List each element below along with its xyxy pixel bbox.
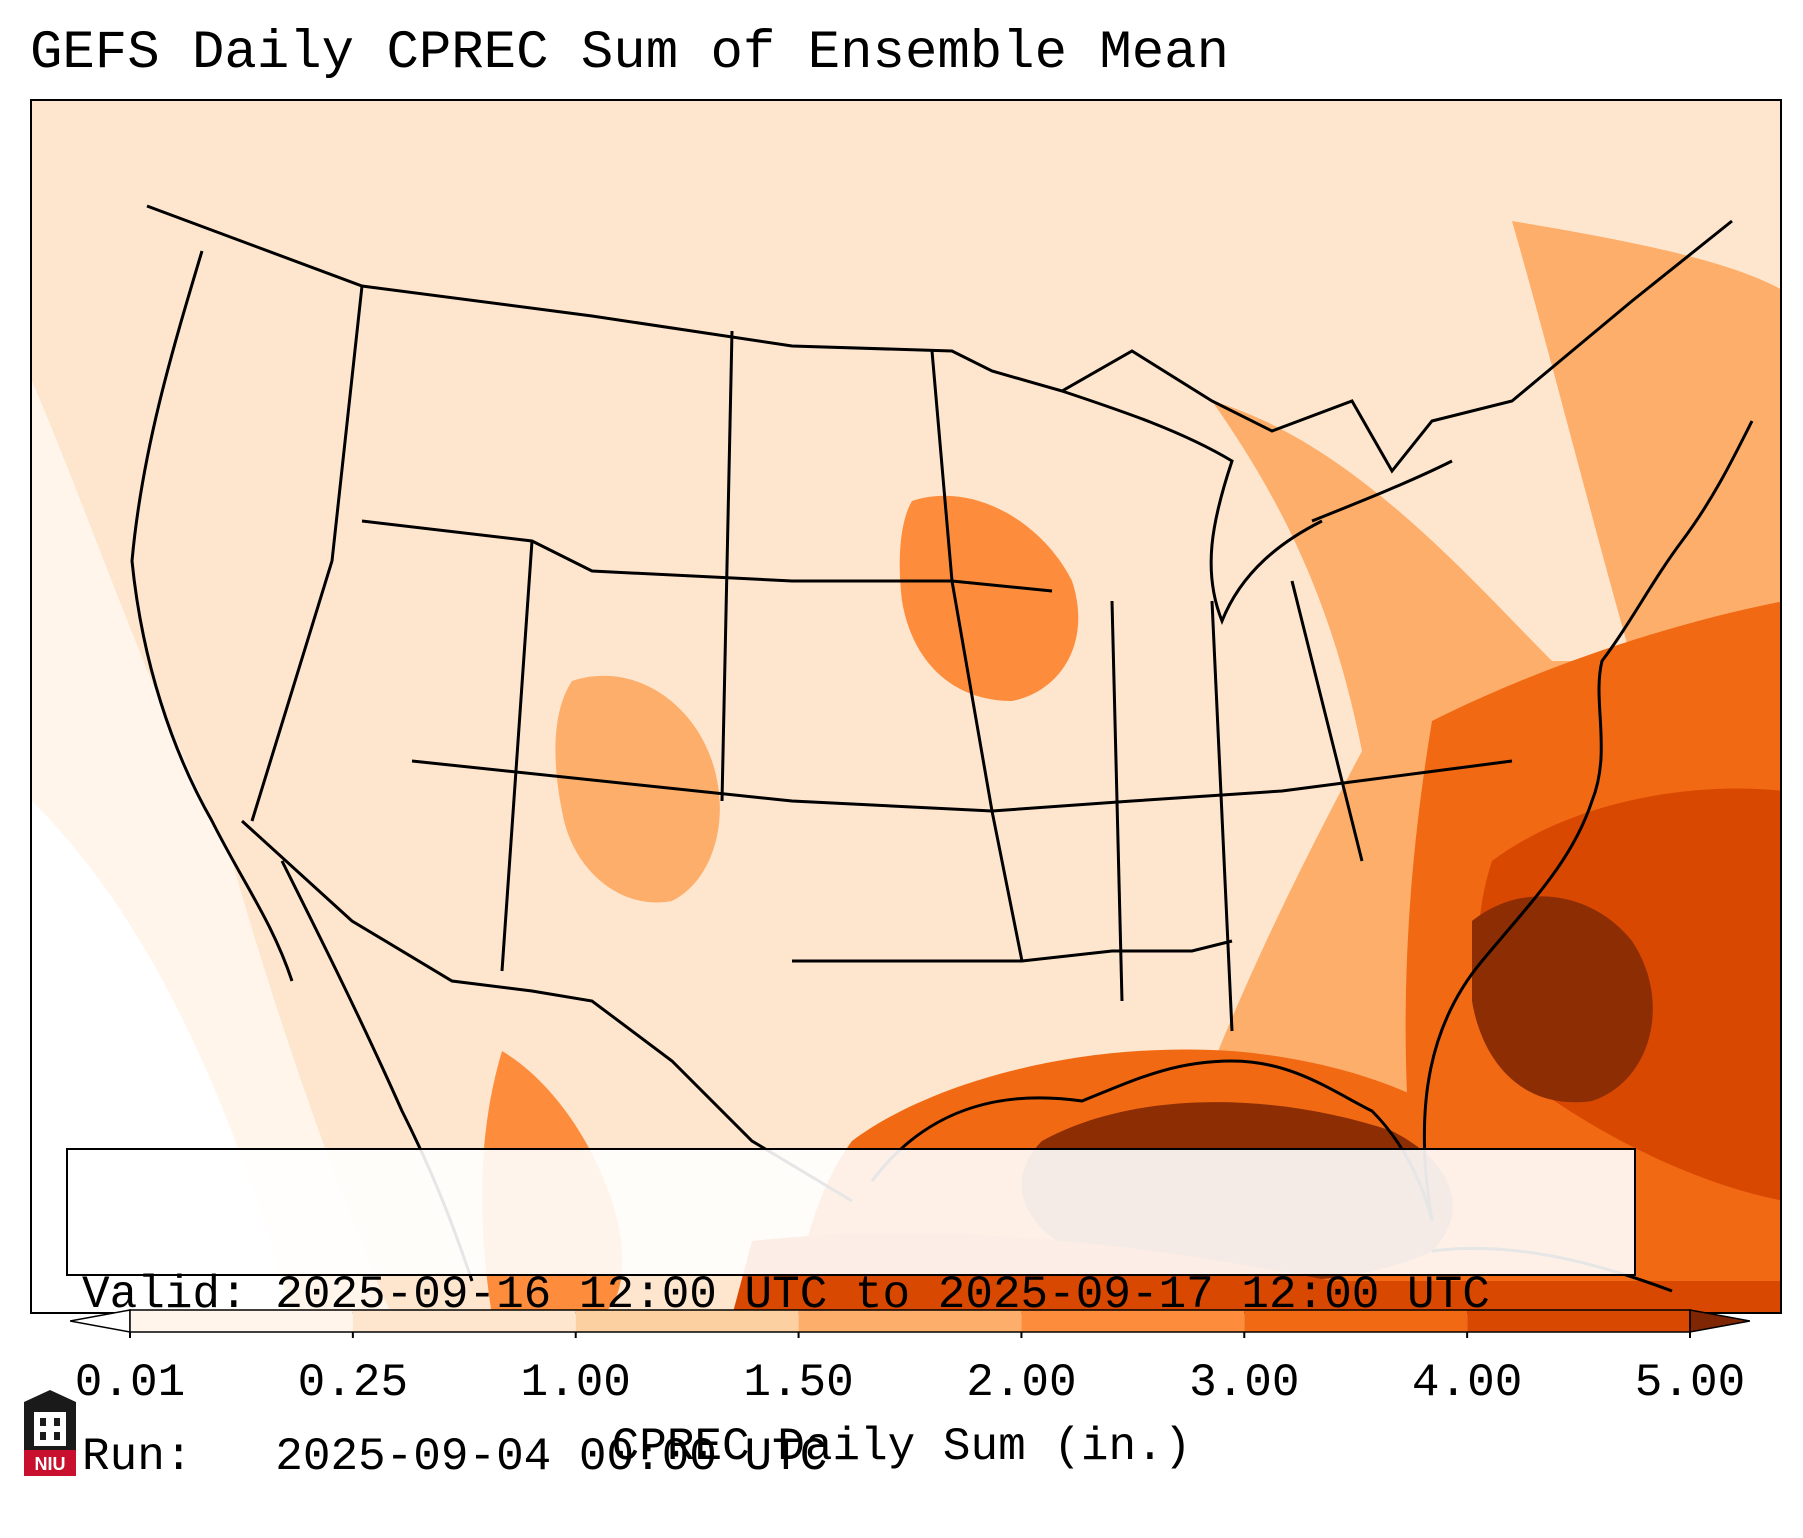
colorbar: [70, 1309, 1750, 1338]
colorbar-tick-label: 4.00: [1411, 1357, 1523, 1409]
colorbar-tick-label: 3.00: [1189, 1357, 1300, 1409]
southwest-moderate-area: [555, 675, 720, 903]
colorbar-cell: [575, 1310, 799, 1332]
mexico-border: [240, 819, 853, 1203]
svg-text:NIU: NIU: [35, 1454, 66, 1474]
colorbar-cell: [1467, 1310, 1690, 1332]
colorbar-cell: [1021, 1310, 1245, 1332]
state-line: [411, 759, 1513, 813]
west-coast: [130, 250, 294, 982]
state-line: [1210, 600, 1234, 1032]
chart-title: GEFS Daily CPREC Sum of Ensemble Mean: [30, 23, 1229, 84]
run-time-text: Run: 2025-09-04 00:00 UTC: [82, 1431, 828, 1483]
colorbar-tick-label: 5.00: [1634, 1357, 1746, 1409]
colorbar-cell: [352, 1310, 576, 1332]
validity-box: Valid: 2025-09-16 12:00 UTC to 2025-09-1…: [66, 1148, 1636, 1483]
colorbar-under-triangle: [70, 1309, 131, 1333]
colorbar-tick-label: 0.25: [297, 1357, 409, 1409]
state-line: [1110, 600, 1124, 1002]
east-coast: [1422, 420, 1754, 1222]
colorbar-label: CPREC Daily Sum (in.): [611, 1421, 1192, 1473]
colorbar-tick-label: 0.01: [74, 1357, 186, 1409]
state-line: [1290, 580, 1364, 862]
atlantic-max-area: [1472, 896, 1653, 1103]
colorbar-cell: [798, 1310, 1022, 1332]
colorbar-outline: [129, 1309, 1691, 1333]
midwest-moderate-area: [899, 495, 1079, 701]
canada-border: [146, 204, 1733, 474]
state-line: [930, 350, 1024, 962]
colorbar-over-triangle: [1689, 1309, 1750, 1333]
niu-logo: NIU: [24, 1390, 76, 1476]
colorbar-tick-label: 1.00: [520, 1357, 631, 1409]
map-panel: [30, 99, 1782, 1314]
northeast-moderate-area: [1512, 221, 1780, 661]
great-lakes-shore: [1061, 389, 1323, 626]
gulf-coast: [870, 1059, 1434, 1222]
state-line: [792, 939, 1233, 963]
state-line: [250, 285, 364, 822]
precip-map: [32, 101, 1780, 1312]
state-line: [500, 540, 534, 972]
state-line: [720, 330, 734, 802]
colorbar-cell: [1244, 1310, 1468, 1332]
colorbar-cell: [130, 1310, 353, 1332]
colorbar-tick-label: 1.50: [743, 1357, 854, 1409]
state-line: [361, 519, 1053, 593]
colorbar-tick-label: 2.00: [966, 1357, 1077, 1409]
great-lakes-shore: [1311, 459, 1453, 523]
